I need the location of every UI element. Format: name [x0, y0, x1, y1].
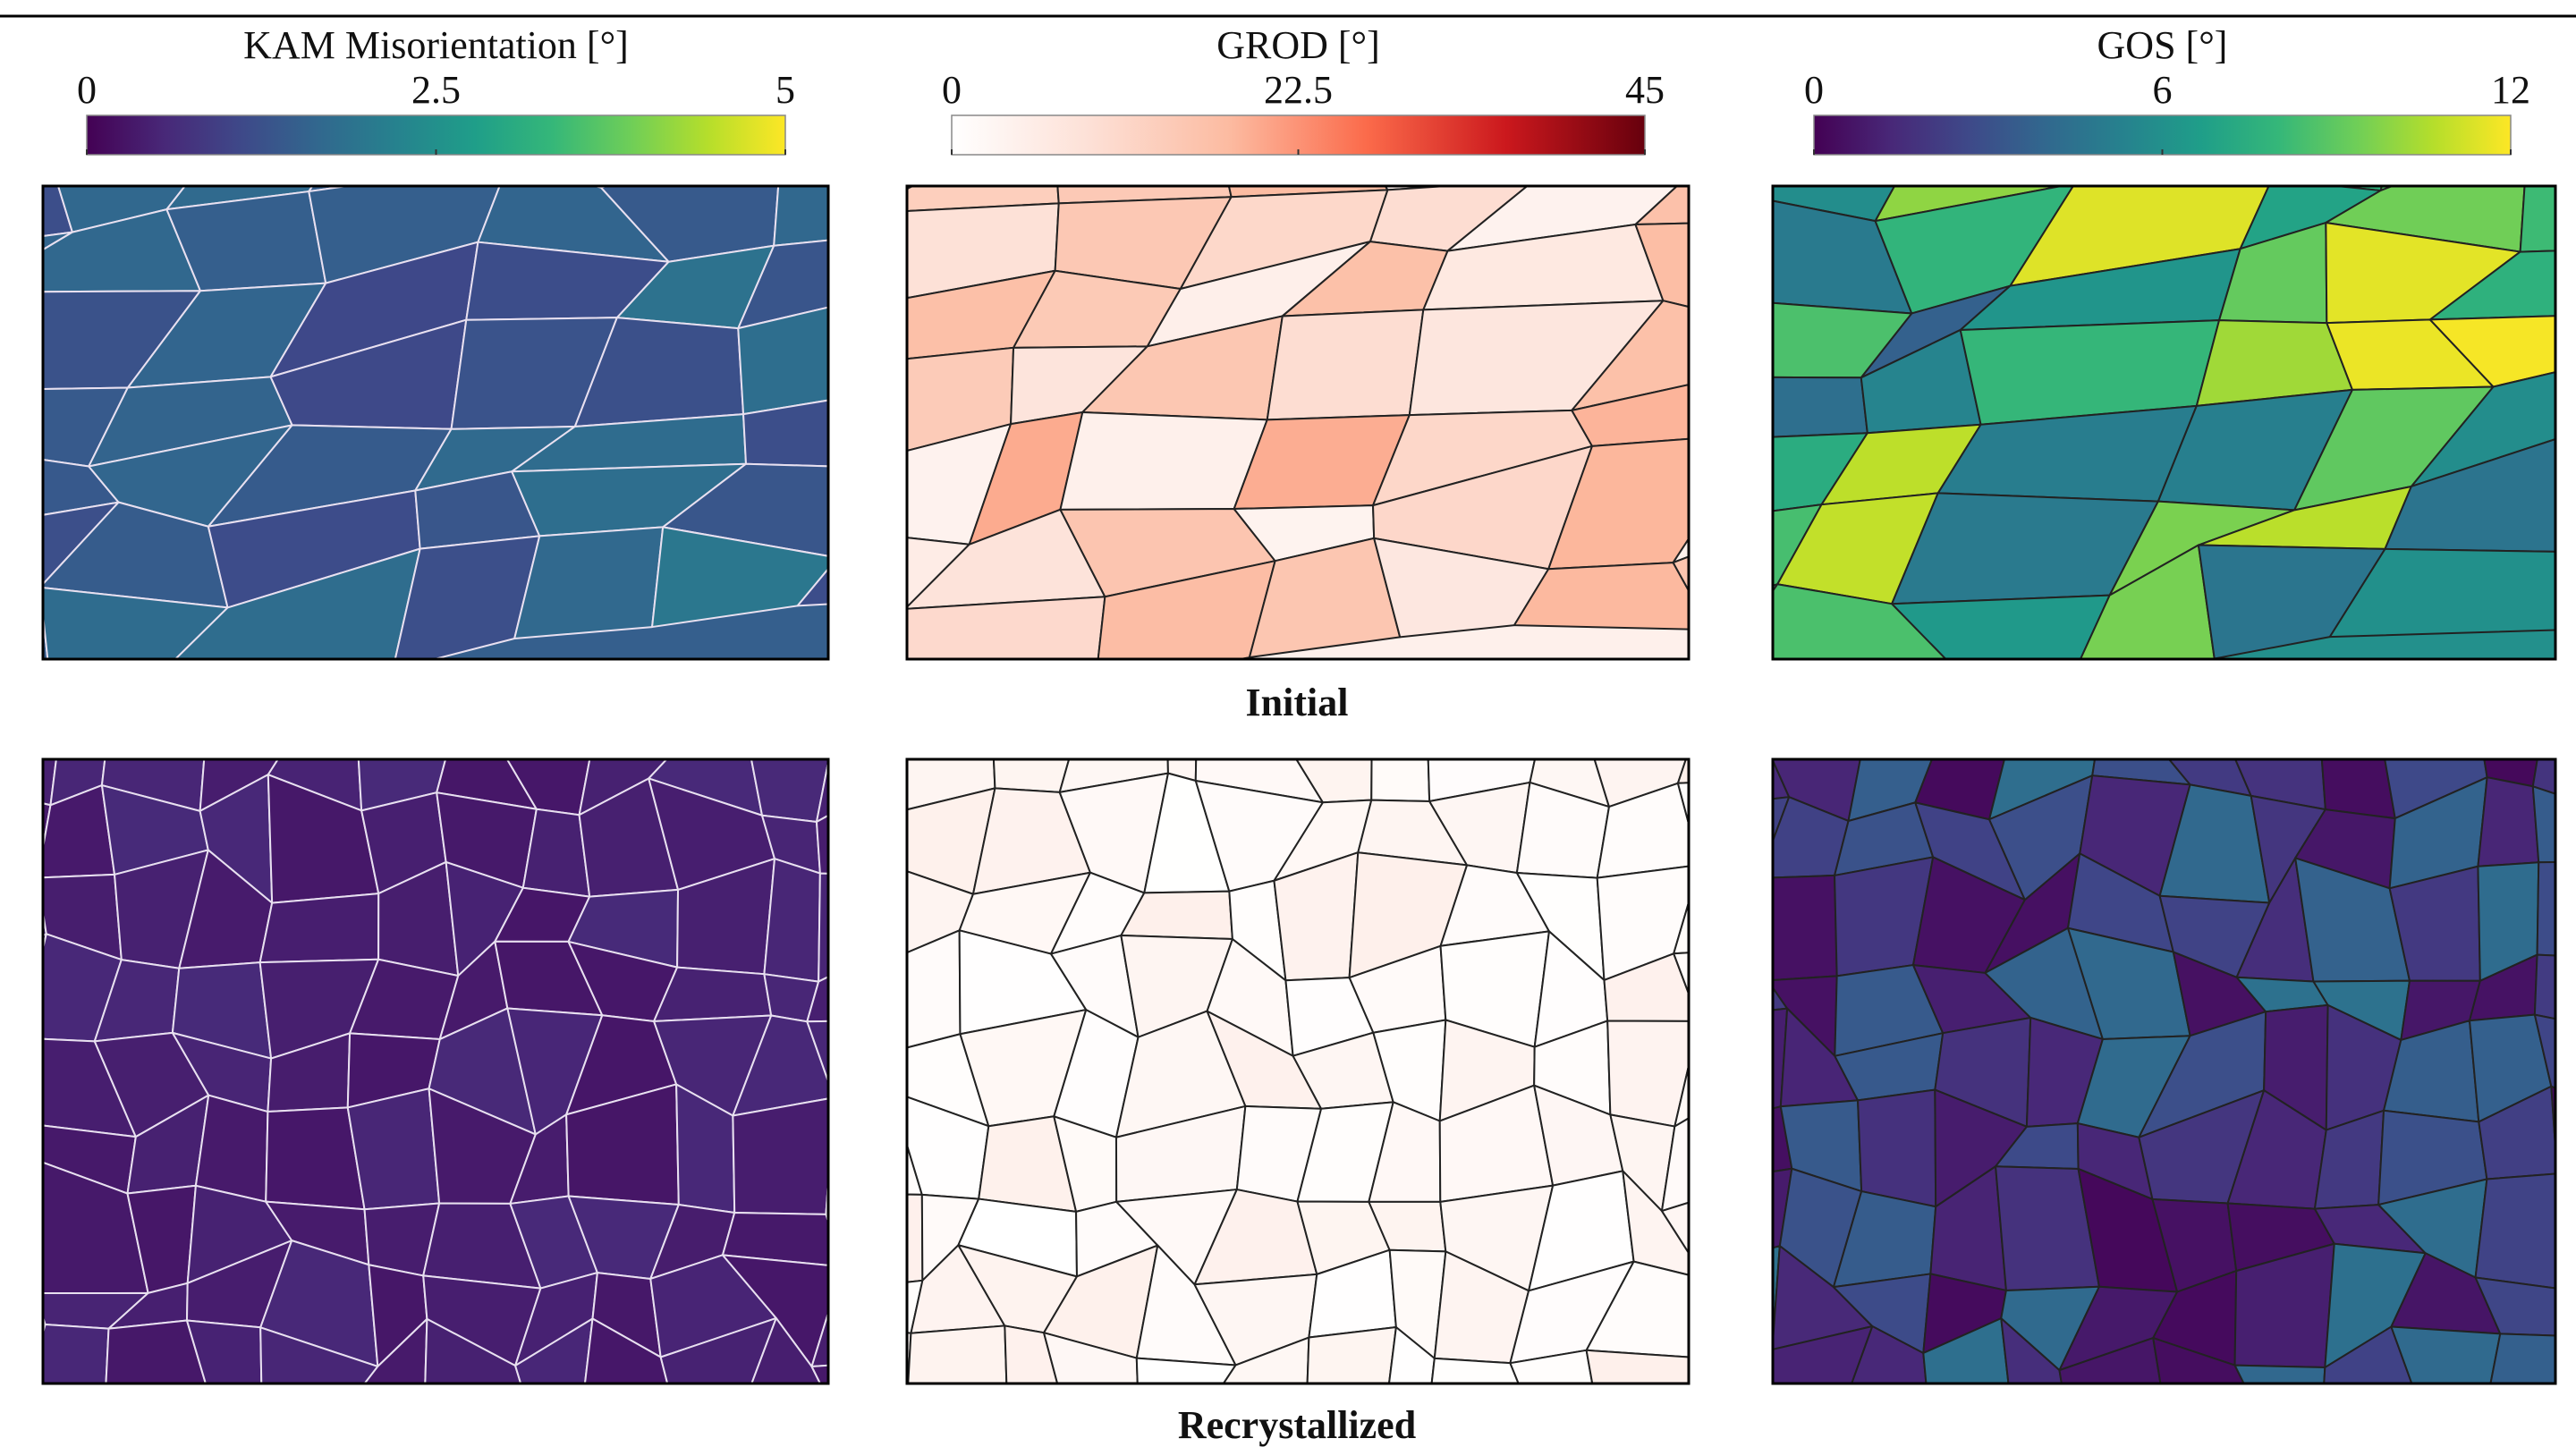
grain — [0, 694, 58, 805]
colorbar-title: GROD [°] — [1216, 23, 1380, 67]
grain — [859, 597, 1106, 687]
grain — [260, 893, 379, 962]
grain — [196, 1096, 268, 1202]
grain — [1699, 873, 1768, 980]
grain — [0, 866, 47, 969]
grain — [0, 1038, 31, 1124]
grain — [514, 527, 663, 639]
grain — [2521, 133, 2576, 251]
colorbar — [1814, 115, 2511, 155]
row-label: Recrystallized — [1178, 1403, 1416, 1447]
grain — [1834, 50, 1996, 114]
grain-map — [804, 694, 1872, 1444]
grain — [733, 1097, 834, 1214]
grain — [0, 1119, 40, 1216]
grain — [826, 716, 906, 810]
colorbar-tick-label: 22.5 — [1264, 68, 1333, 112]
grain — [436, 705, 537, 809]
grain — [1696, 1340, 1773, 1435]
colorbar-tick-label: 5 — [775, 68, 795, 112]
grain — [1858, 1090, 1936, 1207]
grain — [826, 1180, 911, 1266]
grain-map — [0, 694, 1007, 1447]
grain — [817, 718, 909, 822]
grain — [1167, 715, 1198, 781]
grain — [22, 1324, 109, 1422]
grain — [0, 1162, 40, 1293]
grain — [1690, 1340, 1772, 1402]
grain — [818, 874, 894, 982]
figure: Initial Recrystallized KAM Misorientatio… — [0, 0, 2576, 1447]
grain — [348, 1088, 439, 1209]
grain — [2319, 721, 2395, 818]
grain — [840, 805, 905, 893]
colorbar-tick-label: 0 — [942, 68, 962, 112]
grain — [0, 934, 47, 1040]
colorbar-title: GOS [°] — [2097, 23, 2228, 67]
grain — [1674, 1021, 1782, 1127]
grain — [1696, 1257, 1753, 1358]
grain — [830, 1052, 892, 1100]
colorbar-tick-label: 0 — [77, 68, 97, 112]
colorbar-tick-label: 45 — [1625, 68, 1665, 112]
grain — [2528, 48, 2576, 148]
grain — [0, 1324, 46, 1410]
colorbar-tick-label: 0 — [1804, 68, 1824, 112]
grain — [764, 859, 819, 981]
colorbar-title: KAM Misorientation [°] — [243, 23, 629, 67]
colorbar — [952, 115, 1645, 155]
grain — [2478, 777, 2538, 867]
colorbar-tick-label: 12 — [2491, 68, 2530, 112]
grain — [2476, 1173, 2576, 1291]
grain — [2557, 1173, 2576, 1291]
grain — [881, 930, 961, 1052]
grain — [2571, 1291, 2576, 1341]
grain-map — [1674, 696, 2576, 1446]
grain — [905, 1325, 1007, 1429]
colorbar-tick-label: 2.5 — [411, 68, 461, 112]
grain — [2235, 1366, 2326, 1434]
grain — [1759, 876, 1837, 980]
colorbar-tick-label: 6 — [2153, 68, 2173, 112]
grain — [826, 1097, 911, 1214]
grain — [1674, 1246, 1779, 1350]
row-label: Initial — [1246, 681, 1349, 724]
grain — [1267, 309, 1424, 419]
grain — [1371, 706, 1429, 801]
colorbar — [87, 115, 785, 155]
grain — [1060, 412, 1267, 510]
grain — [2092, 709, 2190, 784]
grain — [1587, 1350, 1700, 1439]
grain — [0, 1278, 46, 1330]
